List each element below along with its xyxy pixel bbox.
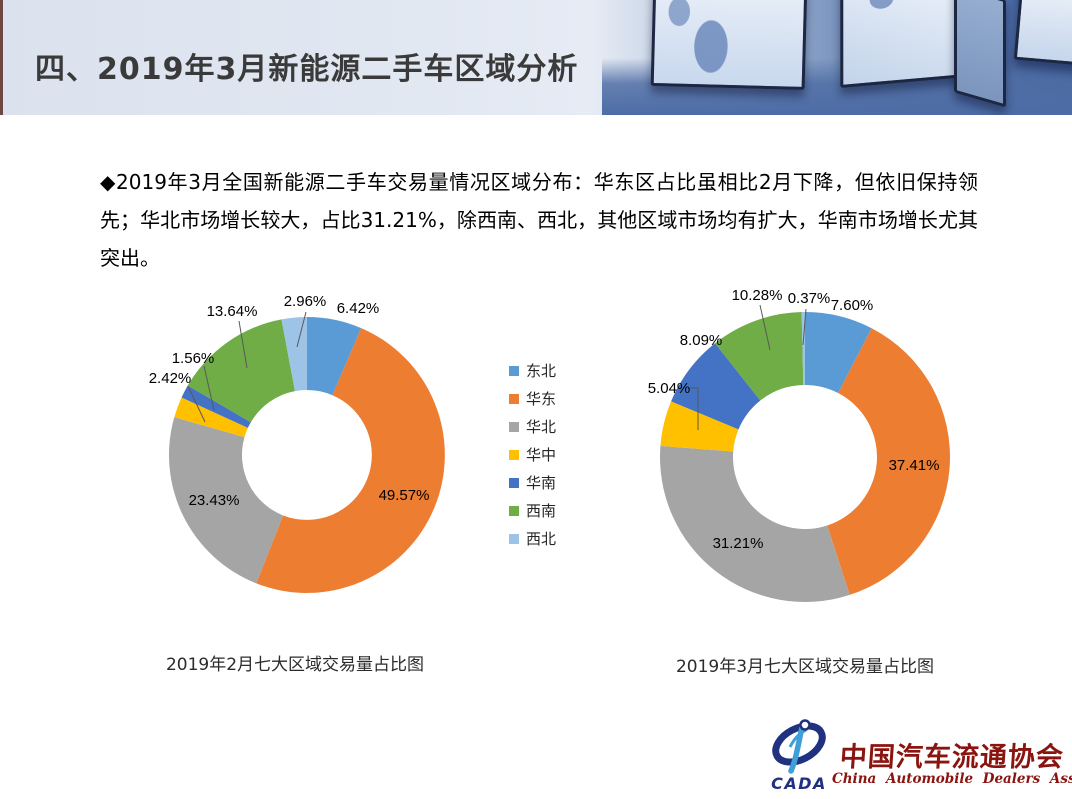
legend-item-northeast: 东北 bbox=[509, 357, 556, 385]
feb-chart-caption: 2019年2月七大区域交易量占比图 bbox=[165, 655, 425, 675]
legend-item-east: 华东 bbox=[509, 385, 556, 413]
legend-color-swatch bbox=[509, 478, 519, 488]
cada-logo: CADA 中国汽车流通协会 China Automobile Dealers A… bbox=[770, 715, 1072, 795]
legend-label: 华南 bbox=[526, 473, 557, 492]
legend-color-swatch bbox=[509, 450, 519, 460]
mar-slice-label-northeast: 7.60% bbox=[831, 297, 874, 314]
feb-slice-label-south: 1.56% bbox=[172, 350, 215, 367]
legend-item-south: 华南 bbox=[509, 469, 556, 497]
label-leader-line bbox=[759, 304, 771, 351]
legend-color-swatch bbox=[509, 394, 519, 404]
legend-label: 西南 bbox=[526, 501, 557, 520]
mar-chart-caption: 2019年3月七大区域交易量占比图 bbox=[675, 657, 935, 677]
feb-slice-label-east: 49.57% bbox=[379, 487, 430, 504]
label-leader-line bbox=[203, 365, 215, 411]
page-title: 四、2019年3月新能源二手车区域分析 bbox=[35, 52, 579, 87]
feb-donut-slice-east bbox=[256, 328, 445, 593]
feb-slice-label-central: 2.42% bbox=[149, 370, 192, 387]
mar-slice-label-southwest: 10.28% bbox=[732, 287, 783, 304]
feb-donut-slice-south bbox=[181, 385, 251, 428]
mar-donut-slice-north bbox=[660, 445, 850, 602]
legend-label: 华北 bbox=[526, 417, 557, 436]
feb-donut-chart: 6.42% 49.57% 23.43% 2.42% 1.56% 13.64% 2.96% bbox=[149, 293, 445, 593]
legend-label: 华中 bbox=[526, 445, 557, 464]
legend-color-swatch bbox=[509, 534, 519, 544]
feb-donut-slice-southwest bbox=[187, 319, 295, 423]
mar-slice-label-south: 8.09% bbox=[680, 332, 723, 349]
mar-donut-slice-south bbox=[671, 343, 761, 430]
chart-legend: 东北华东华北华中华南西南西北 bbox=[509, 357, 556, 553]
mar-donut-slice-northeast bbox=[805, 311, 872, 394]
intro-text: ◆2019年3月全国新能源二手车交易量情况区域分布：华东区占比虽相比2月下降，但… bbox=[100, 170, 978, 270]
header-accent-bar bbox=[0, 0, 3, 115]
feb-donut-slice-north bbox=[169, 417, 284, 584]
mar-slice-label-northwest: 0.37% bbox=[788, 290, 831, 307]
legend-label: 东北 bbox=[526, 361, 557, 380]
feb-slice-label-northwest: 2.96% bbox=[284, 293, 327, 310]
label-leader-line bbox=[802, 308, 807, 346]
feb-donut-slice-central bbox=[174, 397, 248, 438]
legend-label: 华东 bbox=[526, 389, 557, 408]
cada-emblem-icon: CADA bbox=[771, 719, 827, 793]
org-name-chinese: 中国汽车流通协会 bbox=[838, 742, 1065, 773]
legend-item-central: 华中 bbox=[509, 441, 556, 469]
legend-color-swatch bbox=[509, 366, 519, 376]
legend-item-southwest: 西南 bbox=[509, 497, 556, 525]
org-name-english: China Automobile Dealers Association bbox=[832, 771, 1072, 787]
mar-donut-slice-southwest bbox=[715, 312, 804, 401]
feb-slice-label-southwest: 13.64% bbox=[207, 303, 258, 320]
legend-label: 西北 bbox=[526, 529, 557, 548]
mar-donut-chart: 7.60% 37.41% 31.21% 5.04% 8.09% 10.28% 0.37% bbox=[648, 287, 950, 602]
legend-item-northwest: 西北 bbox=[509, 525, 556, 553]
feb-slice-label-north: 23.43% bbox=[189, 492, 240, 509]
label-leader-line bbox=[690, 387, 699, 430]
feb-donut-slice-northwest bbox=[281, 317, 307, 392]
mar-donut-slice-central bbox=[660, 401, 739, 452]
label-leader-line bbox=[296, 311, 307, 348]
label-leader-line bbox=[238, 320, 248, 369]
mar-slice-label-central: 5.04% bbox=[648, 380, 691, 397]
mar-donut-slice-east bbox=[827, 328, 950, 595]
slide-header: 四、2019年3月新能源二手车区域分析 bbox=[0, 0, 1072, 115]
svg-text:CADA: CADA bbox=[771, 774, 827, 793]
decorative-cubes-art bbox=[602, 0, 1072, 115]
feb-slice-label-northeast: 6.42% bbox=[337, 300, 380, 317]
feb-donut-slice-northeast bbox=[307, 317, 362, 396]
label-leader-line bbox=[187, 385, 206, 423]
legend-item-north: 华北 bbox=[509, 413, 556, 441]
mar-slice-label-north: 31.21% bbox=[713, 535, 764, 552]
legend-color-swatch bbox=[509, 506, 519, 516]
mar-slice-label-east: 37.41% bbox=[889, 457, 940, 474]
legend-color-swatch bbox=[509, 422, 519, 432]
